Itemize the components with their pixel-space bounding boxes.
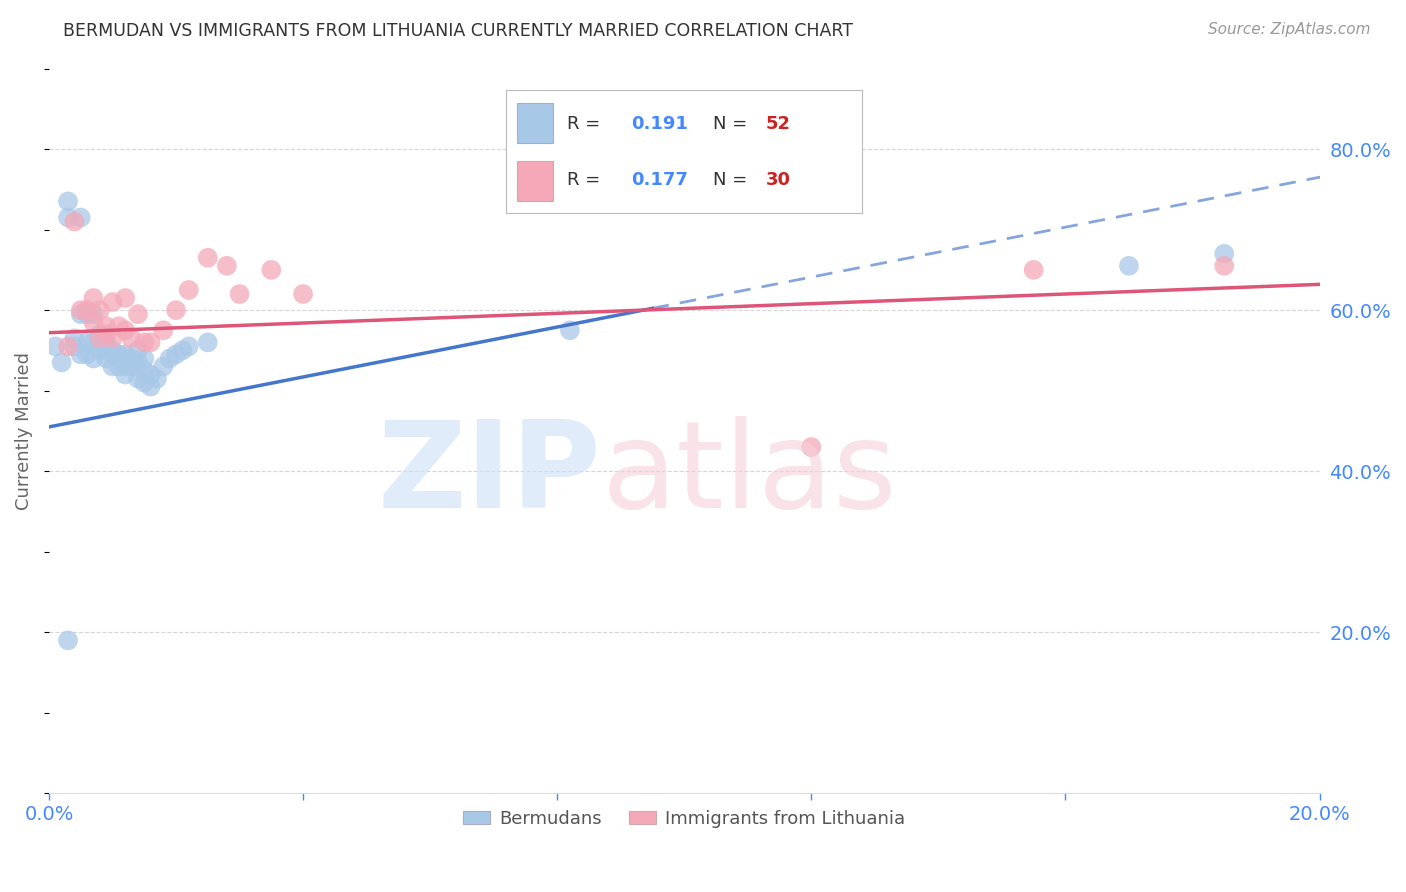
Point bbox=[56, 211, 79, 225]
Point bbox=[69, 303, 91, 318]
Point bbox=[82, 351, 104, 366]
Point bbox=[82, 335, 104, 350]
Point bbox=[56, 194, 79, 209]
Point bbox=[127, 371, 149, 385]
Point bbox=[165, 303, 187, 318]
Point bbox=[108, 347, 131, 361]
Point bbox=[76, 347, 98, 361]
Point bbox=[63, 214, 86, 228]
Point bbox=[800, 440, 823, 454]
Point bbox=[127, 307, 149, 321]
Point bbox=[101, 295, 124, 310]
Point bbox=[159, 351, 181, 366]
Point bbox=[101, 343, 124, 358]
Point bbox=[108, 359, 131, 374]
Point bbox=[1022, 263, 1045, 277]
Point bbox=[76, 303, 98, 318]
Point bbox=[215, 259, 238, 273]
Point bbox=[63, 339, 86, 353]
Legend: Bermudans, Immigrants from Lithuania: Bermudans, Immigrants from Lithuania bbox=[456, 803, 912, 835]
Point bbox=[197, 335, 219, 350]
Point bbox=[121, 359, 143, 374]
Point bbox=[134, 335, 156, 350]
Text: Source: ZipAtlas.com: Source: ZipAtlas.com bbox=[1208, 22, 1371, 37]
Point bbox=[89, 343, 111, 358]
Point bbox=[44, 339, 66, 353]
Point bbox=[76, 335, 98, 350]
Point bbox=[69, 211, 91, 225]
Point bbox=[101, 347, 124, 361]
Point bbox=[108, 351, 131, 366]
Point bbox=[134, 376, 156, 390]
Point bbox=[94, 335, 117, 350]
Point bbox=[69, 347, 91, 361]
Point bbox=[292, 287, 315, 301]
Text: atlas: atlas bbox=[602, 416, 897, 533]
Point bbox=[127, 355, 149, 369]
Point bbox=[1213, 259, 1236, 273]
Point bbox=[51, 355, 73, 369]
Point bbox=[56, 633, 79, 648]
Point bbox=[139, 368, 162, 382]
Point bbox=[94, 339, 117, 353]
Point bbox=[146, 371, 169, 385]
Point bbox=[114, 323, 136, 337]
Point bbox=[134, 363, 156, 377]
Point bbox=[152, 323, 174, 337]
Text: BERMUDAN VS IMMIGRANTS FROM LITHUANIA CURRENTLY MARRIED CORRELATION CHART: BERMUDAN VS IMMIGRANTS FROM LITHUANIA CU… bbox=[63, 22, 853, 40]
Point bbox=[94, 351, 117, 366]
Point bbox=[121, 331, 143, 345]
Point bbox=[94, 319, 117, 334]
Point bbox=[89, 331, 111, 345]
Point bbox=[165, 347, 187, 361]
Point bbox=[139, 335, 162, 350]
Point bbox=[1118, 259, 1140, 273]
Y-axis label: Currently Married: Currently Married bbox=[15, 352, 32, 510]
Point bbox=[76, 307, 98, 321]
Point bbox=[89, 331, 111, 345]
Point bbox=[89, 327, 111, 342]
Point bbox=[121, 351, 143, 366]
Point bbox=[177, 339, 200, 353]
Point bbox=[114, 291, 136, 305]
Point bbox=[101, 359, 124, 374]
Point bbox=[114, 359, 136, 374]
Point bbox=[114, 368, 136, 382]
Point bbox=[56, 339, 79, 353]
Point bbox=[228, 287, 250, 301]
Point bbox=[89, 303, 111, 318]
Point bbox=[152, 359, 174, 374]
Point bbox=[82, 291, 104, 305]
Point bbox=[172, 343, 194, 358]
Point bbox=[177, 283, 200, 297]
Point bbox=[69, 307, 91, 321]
Point bbox=[82, 307, 104, 321]
Point bbox=[127, 343, 149, 358]
Point bbox=[94, 327, 117, 342]
Point bbox=[63, 331, 86, 345]
Point bbox=[260, 263, 283, 277]
Point bbox=[139, 379, 162, 393]
Point bbox=[101, 331, 124, 345]
Point bbox=[1213, 246, 1236, 260]
Point bbox=[558, 323, 581, 337]
Text: ZIP: ZIP bbox=[378, 416, 602, 533]
Point bbox=[108, 319, 131, 334]
Point bbox=[82, 315, 104, 329]
Point bbox=[134, 351, 156, 366]
Point bbox=[89, 339, 111, 353]
Point bbox=[114, 347, 136, 361]
Point bbox=[197, 251, 219, 265]
